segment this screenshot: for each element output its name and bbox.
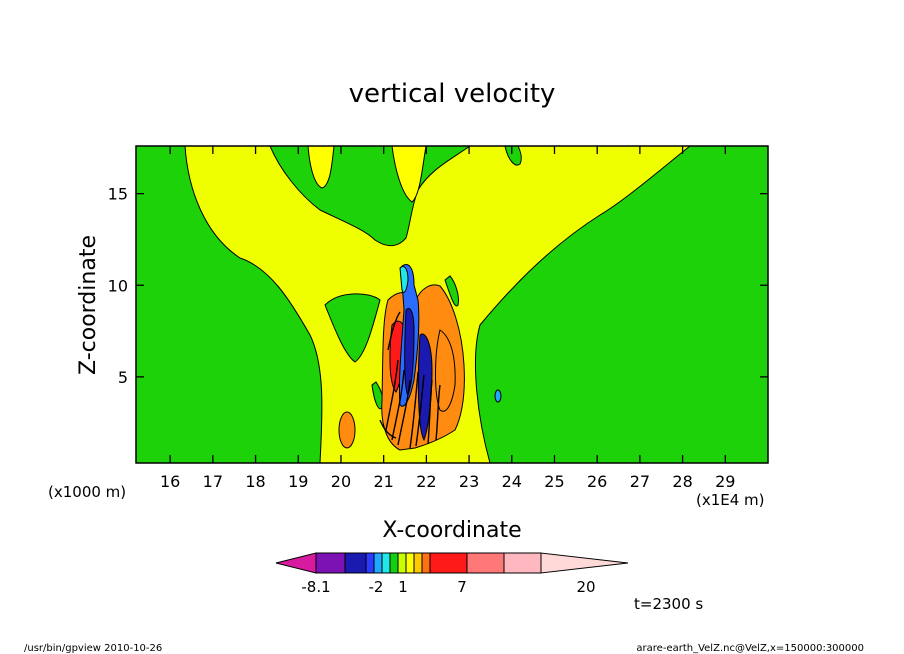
- strong-downdraft: [404, 307, 415, 396]
- footer-right: arare-earth_VelZ.nc@VelZ,x=150000:300000: [636, 643, 864, 654]
- colorbar-swatch: [389, 552, 399, 574]
- colorbar-tick-label: -2: [369, 578, 384, 596]
- colorbar-swatch: [413, 552, 423, 574]
- y-axis: 5 10 15: [108, 185, 768, 387]
- x-tick-label: 29: [715, 472, 735, 491]
- x-tick-label: 27: [630, 472, 650, 491]
- colorbar-swatch: [381, 552, 391, 574]
- x-axis: 16 17 18 19 20 21 22 23 24 25 26 27 28 29: [160, 146, 735, 491]
- y-tick-label: 15: [108, 185, 128, 204]
- colorbar-tick-label: 7: [457, 578, 467, 596]
- colorbar-swatch: [405, 552, 415, 574]
- colorbar: -8.1 -2 1 7 20: [275, 552, 629, 596]
- downdraft-core: [399, 266, 409, 293]
- green-gap: [307, 146, 335, 189]
- plot-area: [136, 146, 768, 463]
- downdraft-blob: [494, 389, 502, 403]
- colorbar-swatch: [421, 552, 431, 574]
- updraft-core-inner: [435, 329, 456, 412]
- colorbar-swatch: [466, 552, 505, 574]
- colorbar-tick-label: 1: [398, 578, 408, 596]
- colorbar-swatch: [503, 552, 542, 574]
- x-tick-label: 26: [587, 472, 607, 491]
- x-tick-label: 19: [288, 472, 308, 491]
- colorbar-swatch: [373, 552, 383, 574]
- green-gap: [444, 275, 459, 307]
- x-tick-label: 18: [245, 472, 265, 491]
- colorbar-tick-label: 20: [576, 578, 595, 596]
- footer-left: /usr/bin/gpview 2010-10-26: [24, 643, 162, 654]
- colorbar-swatch: [344, 552, 367, 574]
- x-tick-label: 21: [373, 472, 393, 491]
- colorbar-arrow-left: [275, 552, 317, 574]
- x-tick-label: 23: [459, 472, 479, 491]
- dense-contours: [379, 311, 441, 449]
- x-tick-label: 28: [672, 472, 692, 491]
- colorbar-swatch: [397, 552, 407, 574]
- green-gap: [324, 293, 381, 363]
- y-axis-title: Z-coordinate: [76, 235, 101, 375]
- updraft-blob: [338, 411, 356, 449]
- x-tick-label: 17: [203, 472, 223, 491]
- x-tick-label: 22: [416, 472, 436, 491]
- time-annotation: t=2300 s: [634, 595, 703, 613]
- green-gap: [504, 146, 522, 166]
- x-axis-title: X-coordinate: [382, 518, 521, 543]
- x-unit-label: (x1E4 m): [696, 491, 765, 509]
- colorbar-arrow-right: [540, 552, 629, 574]
- colorbar-swatch: [429, 552, 468, 574]
- x-tick-label: 24: [502, 472, 522, 491]
- colorbar-swatch: [315, 552, 346, 574]
- colorbar-tick-label: -8.1: [301, 578, 330, 596]
- green-gap: [391, 146, 427, 203]
- x-tick-label: 20: [331, 472, 351, 491]
- y-tick-label: 10: [108, 276, 128, 295]
- x-tick-label: 16: [160, 472, 180, 491]
- x-tick-label: 25: [544, 472, 564, 491]
- colorbar-swatch: [365, 552, 375, 574]
- strong-downdraft: [417, 333, 433, 442]
- y-tick-label: 5: [118, 368, 128, 387]
- y-unit-label: (x1000 m): [48, 483, 126, 501]
- chart-title: vertical velocity: [349, 79, 556, 109]
- plot-frame: [135, 145, 769, 464]
